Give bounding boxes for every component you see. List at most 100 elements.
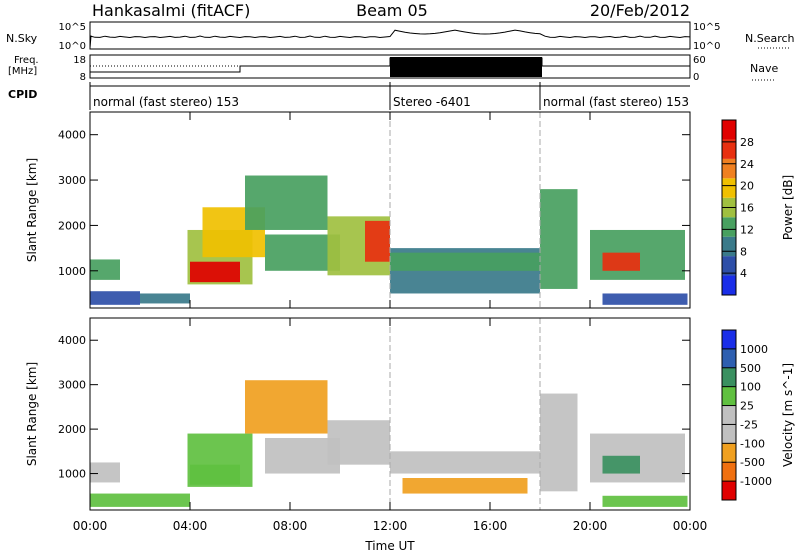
colorbar-tick-label: -25 xyxy=(740,418,758,431)
colorbar-tick-label: -500 xyxy=(740,456,765,469)
data-region xyxy=(390,451,540,474)
y-tick-label: 3000 xyxy=(58,379,86,392)
colorbar-tick-label: 20 xyxy=(740,180,754,193)
data-region xyxy=(602,252,640,271)
colorbar-swatch xyxy=(722,462,736,482)
x-tick-label: 00:00 xyxy=(673,519,708,533)
x-tick-label: 04:00 xyxy=(173,519,208,533)
data-region xyxy=(540,393,578,492)
y-tick-label: 3000 xyxy=(58,174,86,187)
cpid-segment-label: normal (fast stereo) 153 xyxy=(543,95,689,109)
y-tick-label: 2000 xyxy=(58,423,86,436)
colorbar-tick-label: 25 xyxy=(740,400,754,413)
y-axis-label: Slant Range [km] xyxy=(25,362,39,466)
colorbar-swatch xyxy=(722,405,736,425)
nave-label: Nave xyxy=(750,62,778,75)
colorbar-tick-label: 8 xyxy=(740,245,747,258)
colorbar-swatch xyxy=(722,236,736,257)
nsearch-tick-bottom: 10^0 xyxy=(693,41,720,52)
x-tick-label: 00:00 xyxy=(73,519,108,533)
colorbar-swatch xyxy=(722,158,736,179)
nsearch-tick-top: 10^5 xyxy=(693,22,720,33)
data-region xyxy=(190,261,240,283)
cpid-label: CPID xyxy=(8,88,37,101)
data-region xyxy=(90,259,120,280)
colorbar-frame xyxy=(721,329,737,501)
cpid-segment-label: Stereo -6401 xyxy=(393,95,471,109)
data-region xyxy=(140,293,190,304)
data-region xyxy=(90,291,140,305)
nsky-tick-bottom: 10^0 xyxy=(59,41,86,52)
x-tick-label: 08:00 xyxy=(273,519,308,533)
freq-tick-bottom: 8 xyxy=(80,72,86,83)
freq-tick-top: 18 xyxy=(73,55,86,66)
colorbar-tick-label: 100 xyxy=(740,381,761,394)
colorbar-tick-label: 16 xyxy=(740,202,754,215)
colorbar-tick-label: -100 xyxy=(740,437,765,450)
velocity-colorbar: -1000 -500 -100 -25 25 100 500 1000 Velocity [m … xyxy=(721,329,795,501)
beam-title: Beam 05 xyxy=(356,1,428,20)
cpid-bar: normal (fast stereo) 153 Stereo -6401 norm… xyxy=(89,82,690,110)
x-axis: 00:00 04:00 08:00 12:00 16:00 20:00 00:00 xyxy=(73,519,708,533)
power-panel: 1000 2000 3000 4000 Slant Range [km] xyxy=(25,111,691,309)
data-region xyxy=(602,455,640,474)
y-tick-label: 1000 xyxy=(58,468,86,481)
stereo-freq-block xyxy=(390,57,542,77)
cpid-segment-label: normal (fast stereo) 153 xyxy=(93,95,239,109)
date-title: 20/Feb/2012 xyxy=(590,1,690,20)
data-region xyxy=(602,495,688,507)
y-axis-label: Slant Range [km] xyxy=(25,158,39,262)
data-region xyxy=(540,189,578,289)
colorbar-swatch xyxy=(722,256,736,276)
nsearch-label: N.Search xyxy=(745,32,795,45)
data-region xyxy=(390,252,540,271)
colorbar-swatch xyxy=(722,443,736,463)
colorbar-swatch xyxy=(722,481,736,500)
data-region xyxy=(245,380,328,434)
colorbar-tick-label: 500 xyxy=(740,362,761,375)
station-title: Hankasalmi (fitACF) xyxy=(92,1,250,20)
data-region xyxy=(90,493,190,507)
nave-tick-bottom: 0 xyxy=(693,72,699,83)
colorbar-swatch xyxy=(722,386,736,406)
velocity-panel: 1000 2000 3000 4000 Slant Range [km] xyxy=(25,317,691,511)
colorbar-label: Velocity [m s^-1] xyxy=(781,363,795,467)
x-tick-label: 12:00 xyxy=(373,519,408,533)
colorbar-swatch xyxy=(722,120,736,140)
nsky-trace xyxy=(89,29,691,49)
colorbar-tick-label: 4 xyxy=(740,267,747,280)
y-tick-label: 1000 xyxy=(58,265,86,278)
data-region xyxy=(365,220,390,262)
data-region xyxy=(245,175,328,230)
colorbar-label: Power [dB] xyxy=(781,175,795,240)
colorbar-swatch xyxy=(722,330,736,349)
data-region xyxy=(90,462,120,483)
y-tick-label: 4000 xyxy=(58,129,86,142)
nsky-panel xyxy=(89,21,691,50)
colorbar-swatch xyxy=(722,178,736,198)
nsky-label: N.Sky xyxy=(6,32,38,45)
colorbar-swatch xyxy=(722,348,736,368)
freq-label-1: Freq. xyxy=(14,55,39,66)
data-region xyxy=(190,464,240,485)
y-tick-label: 2000 xyxy=(58,219,86,232)
data-region xyxy=(327,420,390,465)
colorbar-tick-label: 24 xyxy=(740,158,754,171)
data-region xyxy=(402,478,528,494)
colorbar-swatch xyxy=(722,424,736,444)
colorbar-swatch xyxy=(722,217,736,237)
freq-label-2: [MHz] xyxy=(8,66,37,77)
colorbar-tick-label: 28 xyxy=(740,136,754,149)
colorbar-swatch xyxy=(722,139,736,159)
colorbar-tick-label: 1000 xyxy=(740,343,768,356)
data-region xyxy=(602,293,688,305)
nave-tick-top: 60 xyxy=(693,55,706,66)
colorbar-swatch xyxy=(722,367,736,387)
x-tick-label: 16:00 xyxy=(473,519,508,533)
colorbar-tick-label: 12 xyxy=(740,223,754,236)
nsky-tick-top: 10^5 xyxy=(59,22,86,33)
x-axis-label: Time UT xyxy=(364,539,415,553)
x-tick-label: 20:00 xyxy=(573,519,608,533)
y-tick-label: 4000 xyxy=(58,334,86,347)
